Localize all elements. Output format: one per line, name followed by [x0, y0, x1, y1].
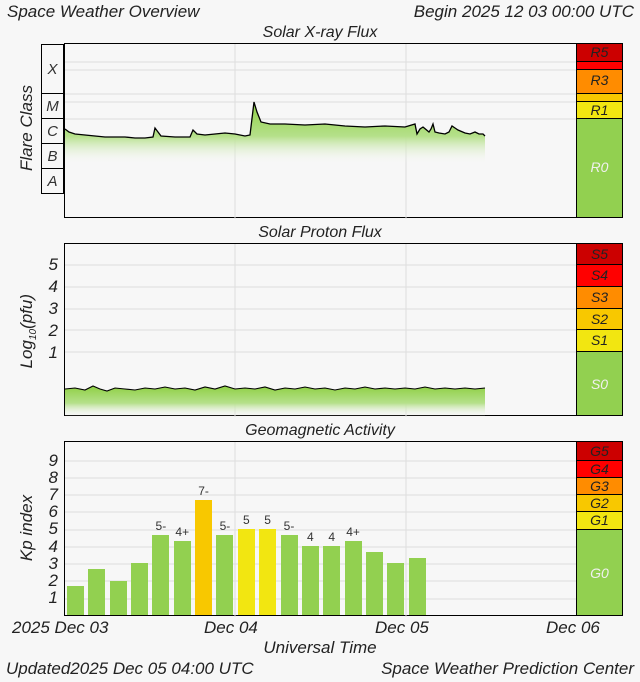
- g1-segment: G1: [577, 512, 622, 530]
- kp-bar-label: 5-: [219, 518, 231, 533]
- s-scale: S5 S4 S3 S2 S1 S0: [576, 243, 623, 416]
- g0-segment: G0: [577, 530, 622, 615]
- r1-segment: R1: [577, 102, 622, 119]
- kp-bar: [67, 586, 84, 615]
- xray-plot: [64, 43, 578, 219]
- g3-segment: G3: [577, 478, 622, 495]
- kp-bar: [387, 563, 405, 615]
- kp-bar: [280, 534, 298, 615]
- proton-tick-5: 5: [48, 255, 58, 274]
- x-tick-dec03: 2025 Dec 03: [12, 618, 109, 637]
- xray-title: Solar X-ray Flux: [262, 24, 378, 41]
- kp-tick-3: 3: [48, 554, 58, 573]
- kp-bar-label: 4+: [175, 524, 190, 539]
- begin-label: Begin: [413, 2, 458, 21]
- kp-bar: [323, 546, 341, 615]
- kp-tick-6: 6: [48, 502, 58, 521]
- kp-tick-8: 8: [48, 468, 58, 487]
- xray-ylabel: Flare Class: [17, 85, 36, 171]
- kp-tick-9: 9: [48, 451, 58, 470]
- kp-bar: [88, 569, 106, 615]
- s0-segment: S0: [577, 352, 622, 415]
- kp-tick-5: 5: [48, 519, 58, 538]
- s3-segment: S3: [577, 287, 622, 309]
- proton-title: Solar Proton Flux: [258, 224, 382, 241]
- kp-gridlines: [65, 442, 578, 617]
- r0-segment: R0: [577, 119, 622, 217]
- kp-bar: [173, 540, 191, 615]
- r3-segment: R3: [577, 70, 622, 94]
- source-credit: Space Weather Prediction Center: [381, 659, 634, 678]
- kp-bar: [195, 500, 213, 615]
- x-tick-dec05: Dec 05: [375, 618, 429, 637]
- s1-segment: S1: [577, 330, 622, 352]
- kp-bar-label: 4+: [346, 524, 360, 539]
- class-a: A: [41, 168, 64, 194]
- begin-value: 2025 12 03 00:00 UTC: [461, 2, 634, 21]
- app-title: Space Weather Overview: [7, 2, 200, 21]
- kp-bar: [408, 557, 426, 615]
- x-tick-dec04: Dec 04: [204, 618, 258, 637]
- kp-bar-label: 4: [307, 530, 314, 545]
- kp-bar: [301, 546, 319, 615]
- kp-bar-label: 5: [264, 513, 271, 527]
- class-b: B: [41, 143, 64, 169]
- kp-title: Geomagnetic Activity: [245, 422, 395, 439]
- class-x: X: [41, 44, 64, 94]
- kp-bar: [131, 563, 149, 615]
- s2-segment: S2: [577, 309, 622, 330]
- r4-segment: [577, 62, 622, 70]
- kp-bar: [152, 534, 170, 615]
- proton-tick-3: 3: [48, 299, 58, 318]
- kp-tick-4: 4: [48, 537, 58, 556]
- updated-time: Updated2025 Dec 05 04:00 UTC: [6, 659, 254, 678]
- kp-bar: [109, 580, 127, 615]
- s5-segment: S5: [577, 244, 622, 265]
- kp-bar: [365, 551, 383, 615]
- kp-bar: [259, 529, 277, 615]
- proton-tick-4: 4: [48, 277, 58, 296]
- proton-tick-2: 2: [48, 321, 58, 340]
- proton-chart-svg: [64, 244, 578, 417]
- x-axis-label: Universal Time: [263, 638, 377, 657]
- class-m: M: [41, 93, 64, 119]
- begin-time: Begin 2025 12 03 00:00 UTC: [414, 2, 634, 22]
- kp-bar: [237, 529, 255, 615]
- g2-segment: G2: [577, 495, 622, 512]
- proton-tick-1: 1: [48, 343, 58, 362]
- r-scale: R5 R3 R1 R0: [576, 43, 623, 218]
- kp-bar-label: 5-: [283, 518, 295, 533]
- class-c: C: [41, 118, 64, 144]
- kp-tick-1: 1: [48, 588, 58, 607]
- kp-bar: [216, 534, 234, 615]
- s4-segment: S4: [577, 265, 622, 287]
- g4-segment: G4: [577, 461, 622, 478]
- x-tick-dec06: Dec 06: [546, 618, 600, 637]
- r5-segment: R5: [577, 44, 622, 62]
- xray-chart-svg: [64, 44, 578, 219]
- kp-bar: [344, 540, 362, 615]
- kp-bar-label: 4: [328, 530, 336, 545]
- kp-tick-2: 2: [48, 571, 58, 590]
- g-scale: G5 G4 G3 G2 G1 G0: [576, 441, 623, 616]
- kp-bar-label: 7-: [198, 484, 209, 499]
- proton-plot: [64, 243, 578, 417]
- g5-segment: G5: [577, 442, 622, 461]
- kp-bar-label: 5-: [155, 518, 167, 533]
- r2-segment: [577, 94, 622, 102]
- kp-tick-7: 7: [48, 485, 58, 504]
- kp-plot: 5- 4+ 7- 5- 5 5 5- 4 4 4+: [64, 441, 578, 617]
- kp-bar-label: 5: [242, 513, 250, 527]
